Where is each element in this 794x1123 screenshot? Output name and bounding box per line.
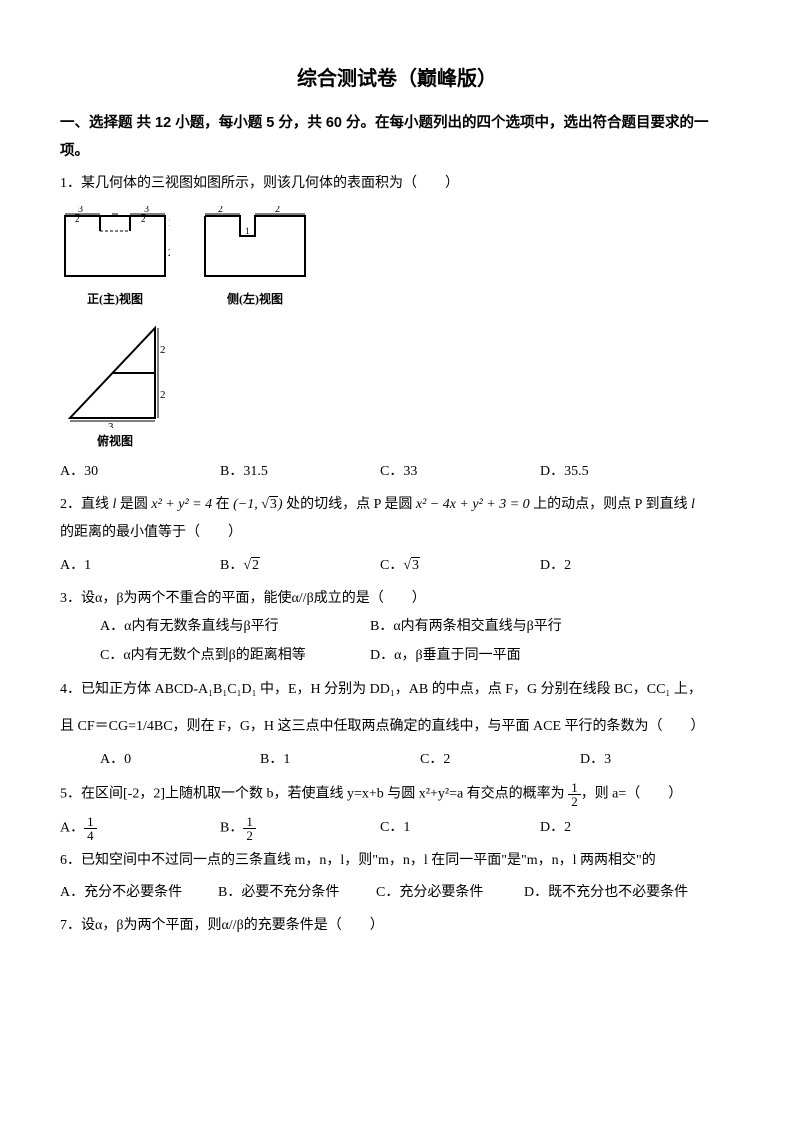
q4-line2: 且 CF＝CG=1/4BC，则在 F，G，H 这三点中任取两点确定的直线中，与平…	[60, 714, 734, 741]
q7-text: 7．设α，β为两个平面，则α//β的充要条件是（ ）	[60, 913, 734, 940]
q3-text: 3．设α，β为两个不重合的平面，能使α//β成立的是（ ）	[60, 586, 734, 613]
q5-optC: C．1	[380, 815, 540, 842]
q4-optB: B．1	[260, 747, 420, 774]
q5-optB: B．12	[220, 815, 380, 842]
svg-text:2: 2	[275, 206, 280, 215]
svg-text:2: 2	[160, 344, 166, 356]
q1-front-label: 正(主)视图	[87, 288, 143, 311]
q3-optA: A．α内有无数条直线与β平行	[100, 614, 370, 641]
q1-side-view: 2 2 1 侧(左)视图	[200, 206, 310, 311]
section-header: 一、选择题 共 12 小题，每小题 5 分，共 60 分。在每小题列出的四个选项…	[60, 110, 734, 165]
svg-text:2: 2	[160, 389, 166, 401]
q6-optD: D．既不充分也不必要条件	[524, 880, 724, 907]
q1-optB: B．31.5	[220, 459, 380, 486]
q6-optC: C．充分必要条件	[376, 880, 516, 907]
q6-text: 6．已知空间中不过同一点的三条直线 m，n，l，则"m，n，l 在同一平面"是"…	[60, 848, 734, 875]
svg-text:2: 2	[75, 214, 80, 224]
svg-text:1: 1	[168, 218, 170, 229]
q4-line1: 4．已知正方体 ABCD-A₁B₁C₁D₁ 中，E，H 分别为 DD₁，AB 的…	[60, 677, 734, 704]
q1-optD: D．35.5	[540, 459, 700, 486]
q2-optC: C．3	[380, 553, 540, 580]
page-title: 综合测试卷（巅峰版）	[60, 60, 734, 98]
svg-text:2: 2	[141, 214, 146, 224]
q1-side-label: 侧(左)视图	[227, 288, 283, 311]
q6-optB: B．必要不充分条件	[218, 880, 368, 907]
q2-options: A．1 B．2 C．3 D．2	[60, 553, 734, 580]
q4-options: A．0 B．1 C．2 D．3	[100, 747, 734, 776]
q6-options: A．充分不必要条件 B．必要不充分条件 C．充分必要条件 D．既不充分也不必要条…	[60, 880, 734, 907]
q2-text: 2．直线 l 是圆 x² + y² = 4 在 (−1, 3) 处的切线，点 P…	[60, 492, 734, 519]
q1-options: A．30 B．31.5 C．33 D．35.5	[60, 459, 734, 486]
q5-text: 5．在区间[-2，2]上随机取一个数 b，若使直线 y=x+b 与圆 x²+y²…	[60, 781, 734, 808]
q4-optD: D．3	[580, 747, 740, 774]
q4-optA: A．0	[100, 747, 260, 774]
q1-front-view: 3 2 3 2 1 2 正(主)视图	[60, 206, 170, 311]
q3-optB: B．α内有两条相交直线与β平行	[370, 614, 640, 641]
svg-text:1: 1	[245, 226, 250, 236]
q5-optD: D．2	[540, 815, 700, 842]
q3-optD: D．α，β垂直于同一平面	[370, 643, 640, 670]
svg-text:3: 3	[108, 421, 114, 428]
q1-figures: 3 2 3 2 1 2 正(主)视图 2 2 1 侧(左)视图	[60, 206, 734, 311]
q4-optC: C．2	[420, 747, 580, 774]
q1-text: 1．某几何体的三视图如图所示，则该几何体的表面积为（ ）	[60, 171, 734, 198]
svg-text:2: 2	[168, 248, 170, 259]
q2-optB: B．2	[220, 553, 380, 580]
q6-optA: A．充分不必要条件	[60, 880, 210, 907]
q1-optA: A．30	[60, 459, 220, 486]
q1-optC: C．33	[380, 459, 540, 486]
q5-options: A．14 B．12 C．1 D．2	[60, 815, 734, 842]
q2-text-cont: 的距离的最小值等于（ ）	[60, 520, 734, 547]
svg-text:2: 2	[218, 206, 223, 215]
q3-options: A．α内有无数条直线与β平行 B．α内有两条相交直线与β平行 C．α内有无数个点…	[100, 614, 734, 671]
q2-optA: A．1	[60, 553, 220, 580]
q1-top-view: 3 2 2 俯视图	[60, 318, 170, 453]
q2-optD: D．2	[540, 553, 700, 580]
q3-optC: C．α内有无数个点到β的距离相等	[100, 643, 370, 670]
q1-top-label: 俯视图	[97, 430, 133, 453]
q5-optA: A．14	[60, 815, 220, 842]
